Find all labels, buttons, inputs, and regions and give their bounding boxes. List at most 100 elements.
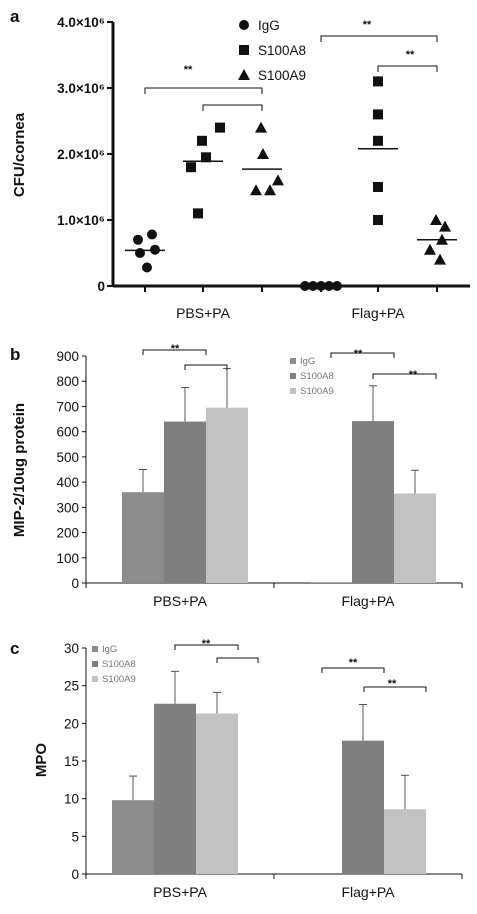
significance-bracket bbox=[372, 373, 437, 379]
significance-bracket bbox=[377, 65, 438, 72]
x-category-label: Flag+PA bbox=[341, 593, 395, 609]
y-tick-label: 0 bbox=[71, 576, 79, 591]
x-category-label: PBS+PA bbox=[153, 593, 207, 609]
bar bbox=[206, 407, 248, 583]
y-tick-label: 400 bbox=[56, 475, 79, 490]
panel-b-letter: b bbox=[10, 345, 20, 364]
y-tick-label: 20 bbox=[64, 716, 79, 731]
y-axis-title: MPO bbox=[33, 743, 50, 778]
legend-label: S100A8 bbox=[300, 371, 334, 382]
legend-marker-square bbox=[239, 45, 249, 55]
data-point-triangle bbox=[424, 243, 436, 255]
legend-swatch bbox=[92, 661, 98, 667]
y-tick-label: 10 bbox=[64, 792, 79, 807]
legend-swatch bbox=[290, 358, 296, 364]
x-category-label: PBS+PA bbox=[153, 884, 207, 900]
data-point-triangle bbox=[264, 184, 276, 196]
bar bbox=[394, 493, 436, 583]
y-tick-label: 25 bbox=[64, 679, 79, 694]
significance-label: ** bbox=[363, 19, 372, 31]
data-point-square bbox=[373, 109, 383, 120]
legend-marker-circle bbox=[239, 20, 249, 30]
legend-swatch bbox=[92, 676, 98, 682]
y-tick-label: 200 bbox=[56, 526, 79, 541]
data-point-square bbox=[197, 135, 207, 146]
y-tick-label: 900 bbox=[56, 349, 79, 364]
data-point-triangle bbox=[255, 121, 267, 133]
data-point-triangle bbox=[430, 214, 442, 225]
x-category-label: Flag+PA bbox=[341, 884, 395, 900]
y-axis-title: MIP-2/10ug protein bbox=[11, 403, 28, 537]
y-tick-label: 100 bbox=[56, 551, 79, 566]
y-tick-label: 800 bbox=[56, 374, 79, 389]
x-category-label: PBS+PA bbox=[176, 305, 230, 321]
panel-a-letter: a bbox=[10, 7, 20, 26]
significance-label: ** bbox=[202, 638, 211, 650]
significance-label: ** bbox=[171, 343, 180, 355]
y-tick-label: 0 bbox=[71, 867, 79, 882]
significance-label: ** bbox=[354, 348, 363, 360]
significance-label: ** bbox=[406, 49, 415, 61]
y-tick-label: 0 bbox=[97, 279, 105, 294]
y-tick-label: 3.0×10⁶ bbox=[57, 81, 105, 96]
legend-swatch bbox=[290, 373, 296, 379]
legend-marker-triangle bbox=[238, 69, 250, 80]
legend-label: S100A8 bbox=[102, 659, 136, 670]
legend-label: S100A9 bbox=[300, 386, 334, 397]
y-tick-label: 600 bbox=[56, 425, 79, 440]
significance-label: ** bbox=[349, 657, 358, 669]
significance-bracket bbox=[174, 644, 239, 650]
y-tick-label: 4.0×10⁶ bbox=[57, 15, 105, 30]
panel-a-scatter-chart: a 0 1.0×10⁶ 2.0×10⁶ 3.0×10⁶ 4.0×10⁶ CFU/cornea… bbox=[10, 7, 470, 321]
y-tick-label: 1.0×10⁶ bbox=[57, 213, 105, 228]
significance-bracket bbox=[216, 657, 259, 663]
significance-bracket bbox=[142, 349, 207, 355]
y-tick-label: 500 bbox=[56, 450, 79, 465]
legend-swatch bbox=[290, 388, 296, 394]
bar bbox=[196, 713, 238, 874]
bar bbox=[122, 492, 164, 583]
data-point-square bbox=[373, 182, 383, 192]
y-tick-label: 5 bbox=[71, 829, 79, 844]
panel-c-letter: c bbox=[10, 639, 19, 658]
bar bbox=[310, 582, 352, 583]
data-point-circle bbox=[147, 229, 157, 240]
y-tick-label: 700 bbox=[56, 399, 79, 414]
y-tick-label: 30 bbox=[64, 641, 79, 656]
y-tick-label: 15 bbox=[64, 754, 79, 769]
legend-label: S100A9 bbox=[102, 674, 136, 685]
data-point-triangle bbox=[250, 184, 262, 196]
bar bbox=[164, 421, 206, 583]
panel-c-bar-chart: c 0 5 10 15 20 25 30 MPO PBS+PA Flag+PA ** ** ** IgG S1… bbox=[10, 638, 463, 900]
data-point-square bbox=[373, 215, 383, 225]
x-category-label: Flag+PA bbox=[351, 305, 405, 321]
data-point-circle bbox=[133, 234, 143, 245]
data-point-square bbox=[373, 135, 383, 146]
data-point-triangle bbox=[439, 220, 451, 232]
significance-label: ** bbox=[409, 369, 418, 381]
bar bbox=[342, 740, 384, 874]
significance-bracket bbox=[202, 104, 263, 111]
legend-swatch bbox=[92, 646, 98, 652]
data-point-circle bbox=[142, 262, 152, 273]
significance-label: ** bbox=[388, 678, 397, 690]
data-point-square bbox=[201, 152, 211, 163]
bar bbox=[384, 809, 426, 874]
y-axis-title: CFU/cornea bbox=[11, 112, 28, 197]
legend-label: IgG bbox=[102, 644, 117, 655]
legend-label: IgG bbox=[258, 18, 280, 33]
panel-b-bar-chart: b 0 100 200 300 400 500 600 700 800 900 MIP-2/10ug … bbox=[10, 343, 463, 609]
significance-bracket bbox=[330, 352, 395, 358]
legend-label: IgG bbox=[300, 356, 315, 367]
data-point-triangle bbox=[434, 253, 446, 265]
data-point-triangle bbox=[257, 148, 269, 159]
significance-label: ** bbox=[184, 64, 193, 76]
y-tick-label: 2.0×10⁶ bbox=[57, 147, 105, 162]
legend-label: S100A8 bbox=[258, 43, 306, 58]
y-tick-label: 300 bbox=[56, 500, 79, 515]
data-point-circle bbox=[135, 248, 145, 258]
bar bbox=[352, 421, 394, 583]
bar bbox=[154, 703, 196, 874]
bar bbox=[112, 800, 154, 874]
significance-bracket bbox=[321, 667, 385, 673]
